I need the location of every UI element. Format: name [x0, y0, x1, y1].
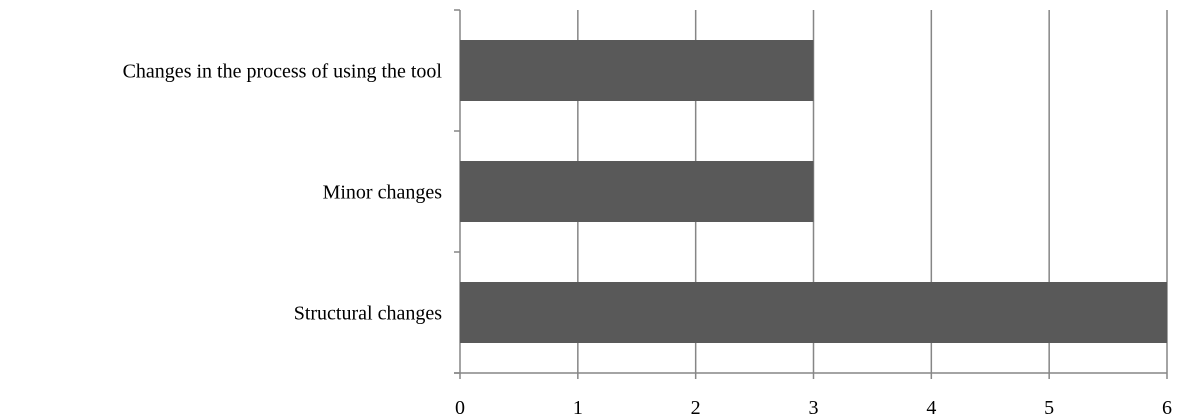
x-tick-label: 3	[809, 397, 819, 419]
bar-changes-in-the-process-of-using-the-tool	[460, 40, 814, 101]
x-tick-label: 2	[691, 397, 701, 419]
x-tick-label: 6	[1162, 397, 1172, 419]
x-axis-tick-labels: 0 1 2 3 4 5 6	[455, 397, 1172, 419]
x-tick-label: 4	[926, 397, 936, 419]
bar-structural-changes	[460, 282, 1167, 343]
x-tick-label: 5	[1044, 397, 1054, 419]
x-tick-label: 0	[455, 397, 465, 419]
x-tick-label: 1	[573, 397, 583, 419]
bars	[460, 40, 1167, 343]
category-label: Changes in the process of using the tool	[123, 61, 443, 83]
category-label: Structural changes	[294, 303, 442, 325]
category-label: Minor changes	[323, 182, 443, 204]
y-axis-category-labels: Structural changes Minor changes Changes i…	[123, 61, 443, 325]
bar-minor-changes	[460, 161, 814, 222]
